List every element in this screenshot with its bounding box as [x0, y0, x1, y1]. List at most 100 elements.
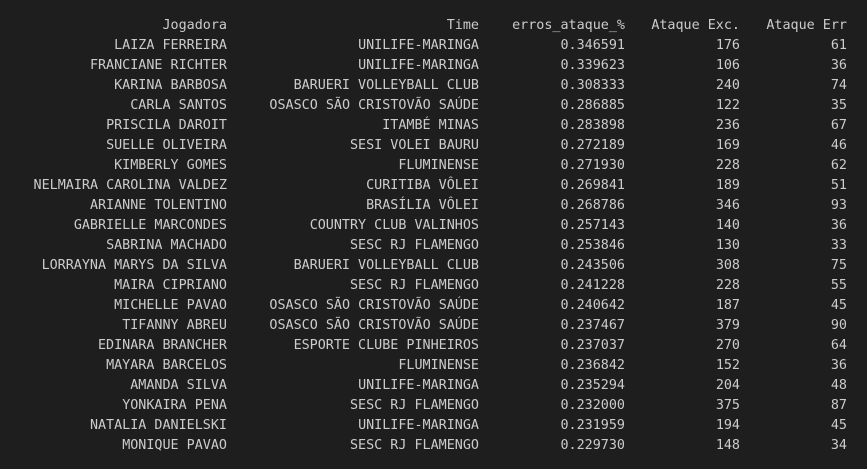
attack-exc-cell: 379: [715, 318, 740, 333]
team-cell: SESI VOLEI BAURU: [350, 138, 479, 153]
attack-err-cell: 45: [830, 418, 847, 433]
attack-exc-cell: 346: [715, 198, 740, 213]
table-row: KARINA BARBOSA BARUERI VOLLEYBALL CLUB 0.3…: [0, 76, 867, 96]
player-name-cell: MAYARA BARCELOS: [106, 358, 227, 373]
team-cell: FLUMINENSE: [398, 158, 479, 173]
player-name-cell: GABRIELLE MARCONDES: [73, 218, 227, 233]
error-rate-cell: 0.231959: [560, 418, 626, 433]
attack-err-cell: 87: [830, 398, 847, 413]
attack-err-cell: 34: [830, 438, 847, 453]
team-cell: CURITIBA VÔLEI: [366, 178, 479, 193]
attack-exc-cell: 176: [715, 38, 740, 53]
table-row: CARLA SANTOS OSASCO SÃO CRISTOVÃO SAÚDE 0.…: [0, 96, 867, 116]
attack-err-cell: 36: [830, 58, 847, 73]
attack-err-cell: 90: [830, 318, 847, 333]
team-cell: BRASÍLIA VÔLEI: [366, 198, 479, 213]
player-name-cell: PRISCILA DAROIT: [106, 118, 227, 133]
player-name-cell: SUELLE OLIVEIRA: [106, 138, 227, 153]
table-row: ARIANNE TOLENTINO BRASÍLIA VÔLEI 0.268786 3…: [0, 196, 867, 216]
error-rate-cell: 0.346591: [560, 38, 626, 53]
team-cell: OSASCO SÃO CRISTOVÃO SAÚDE: [269, 298, 479, 313]
attack-exc-cell: 148: [715, 438, 740, 453]
error-rate-cell: 0.241228: [560, 278, 626, 293]
attack-err-cell: 61: [830, 38, 847, 53]
attack-exc-cell: 189: [715, 178, 740, 193]
table-row: GABRIELLE MARCONDES COUNTRY CLUB VALINHOS…: [0, 216, 867, 236]
attack-exc-cell: 228: [715, 278, 740, 293]
error-rate-cell: 0.243506: [560, 258, 626, 273]
error-rate-cell: 0.257143: [560, 218, 626, 233]
player-name-cell: EDINARA BRANCHER: [98, 338, 227, 353]
attack-exc-cell: 130: [715, 238, 740, 253]
team-cell: UNILIFE-MARINGA: [358, 418, 479, 433]
attack-err-cell: 75: [830, 258, 847, 273]
team-cell: SESC RJ FLAMENGO: [350, 438, 479, 453]
attack-err-cell: 36: [830, 358, 847, 373]
team-cell: UNILIFE-MARINGA: [358, 58, 479, 73]
error-rate-cell: 0.271930: [560, 158, 626, 173]
table-row: MAYARA BARCELOS FLUMINENSE 0.236842 152 36: [0, 356, 867, 376]
error-rate-cell: 0.236842: [560, 358, 626, 373]
team-cell: COUNTRY CLUB VALINHOS: [309, 218, 479, 233]
column-header-ataque-exc: Ataque Exc.: [651, 18, 740, 33]
table-row: KIMBERLY GOMES FLUMINENSE 0.271930 228 62: [0, 156, 867, 176]
header-row: Jogadora Time erros_ataque_% Ataque Exc.…: [0, 16, 867, 36]
error-rate-cell: 0.268786: [560, 198, 626, 213]
table-row: EDINARA BRANCHER ESPORTE CLUBE PINHEIROS 0…: [0, 336, 867, 356]
attack-exc-cell: 240: [715, 78, 740, 93]
player-name-cell: FRANCIANE RICHTER: [89, 58, 227, 73]
team-cell: ITAMBÉ MINAS: [382, 118, 479, 133]
error-rate-cell: 0.339623: [560, 58, 626, 73]
column-header-erros-ataque-pct: erros_ataque_%: [512, 18, 625, 33]
error-rate-cell: 0.283898: [560, 118, 626, 133]
table-row: YONKAIRA PENA SESC RJ FLAMENGO 0.232000 375…: [0, 396, 867, 416]
attack-err-cell: 46: [830, 138, 847, 153]
table-row: PRISCILA DAROIT ITAMBÉ MINAS 0.283898 236 67: [0, 116, 867, 136]
team-cell: FLUMINENSE: [398, 358, 479, 373]
error-rate-cell: 0.237037: [560, 338, 626, 353]
attack-exc-cell: 236: [715, 118, 740, 133]
player-name-cell: LAIZA FERREIRA: [114, 38, 227, 53]
attack-exc-cell: 152: [715, 358, 740, 373]
attack-err-cell: 51: [830, 178, 847, 193]
table-row: NELMAIRA CAROLINA VALDEZ CURITIBA VÔLEI 0.…: [0, 176, 867, 196]
player-name-cell: KARINA BARBOSA: [114, 78, 227, 93]
error-rate-cell: 0.235294: [560, 378, 626, 393]
error-rate-cell: 0.237467: [560, 318, 626, 333]
attack-exc-cell: 106: [715, 58, 740, 73]
player-name-cell: TIFANNY ABREU: [122, 318, 227, 333]
table-row: SUELLE OLIVEIRA SESI VOLEI BAURU 0.272189 1…: [0, 136, 867, 156]
attack-err-cell: 45: [830, 298, 847, 313]
error-rate-cell: 0.308333: [560, 78, 626, 93]
attack-exc-cell: 308: [715, 258, 740, 273]
attack-exc-cell: 270: [715, 338, 740, 353]
player-name-cell: MONIQUE PAVAO: [122, 438, 227, 453]
attack-exc-cell: 122: [715, 98, 740, 113]
table-row: FRANCIANE RICHTER UNILIFE-MARINGA 0.339623…: [0, 56, 867, 76]
attack-exc-cell: 194: [715, 418, 740, 433]
team-cell: SESC RJ FLAMENGO: [350, 238, 479, 253]
player-name-cell: LORRAYNA MARYS DA SILVA: [41, 258, 227, 273]
attack-err-cell: 62: [830, 158, 847, 173]
error-rate-cell: 0.272189: [560, 138, 626, 153]
team-cell: BARUERI VOLLEYBALL CLUB: [293, 258, 479, 273]
player-name-cell: ARIANNE TOLENTINO: [89, 198, 227, 213]
player-name-cell: YONKAIRA PENA: [122, 398, 227, 413]
player-name-cell: KIMBERLY GOMES: [114, 158, 227, 173]
attack-exc-cell: 187: [715, 298, 740, 313]
team-cell: ESPORTE CLUBE PINHEIROS: [293, 338, 479, 353]
attack-err-cell: 55: [830, 278, 847, 293]
attack-err-cell: 64: [830, 338, 847, 353]
error-rate-cell: 0.232000: [560, 398, 626, 413]
table-row: LORRAYNA MARYS DA SILVA BARUERI VOLLEYBAL…: [0, 256, 867, 276]
player-name-cell: CARLA SANTOS: [130, 98, 227, 113]
table-body: LAIZA FERREIRA UNILIFE-MARINGA 0.346591 176…: [0, 36, 867, 456]
column-header-time: Time: [446, 18, 479, 33]
attack-exc-cell: 169: [715, 138, 740, 153]
team-cell: OSASCO SÃO CRISTOVÃO SAÚDE: [269, 318, 479, 333]
error-rate-cell: 0.240642: [560, 298, 626, 313]
attack-exc-cell: 204: [715, 378, 740, 393]
error-rate-cell: 0.286885: [560, 98, 626, 113]
table-row: NATALIA DANIELSKI UNILIFE-MARINGA 0.231959…: [0, 416, 867, 436]
attack-err-cell: 36: [830, 218, 847, 233]
